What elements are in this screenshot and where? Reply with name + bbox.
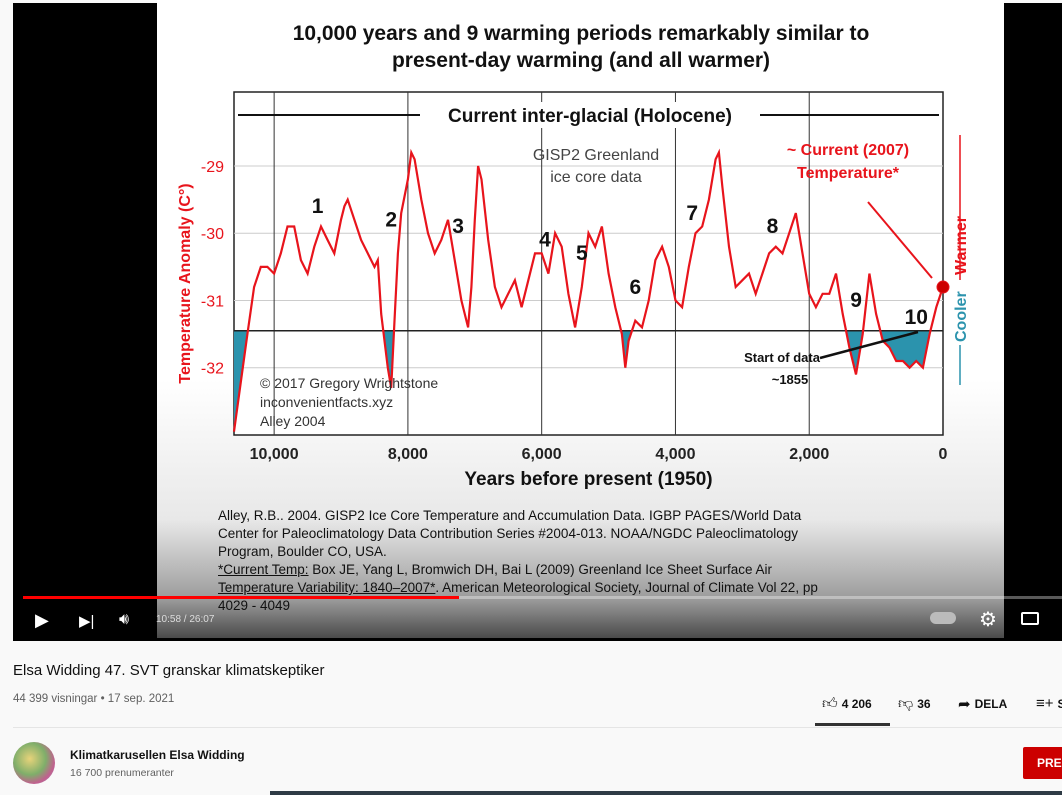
like-count: 4 206 bbox=[841, 697, 872, 711]
share-button[interactable]: ➦ DELA bbox=[958, 695, 1007, 713]
settings-gear-icon[interactable]: ⚙ bbox=[979, 609, 997, 631]
reference-line: Center for Paleoclimatology Data Contrib… bbox=[218, 526, 799, 541]
y-axis-label: Temperature Anomaly (C°) bbox=[177, 183, 194, 383]
slide-references: Alley, R.B.. 2004. GISP2 Ice Core Temper… bbox=[218, 507, 918, 615]
start-of-data-label: ~1855 bbox=[772, 372, 809, 387]
progress-played[interactable] bbox=[23, 596, 460, 599]
divider bbox=[13, 727, 1062, 728]
span-label-bg bbox=[420, 102, 760, 128]
reference-line: Alley, R.B.. 2004. GISP2 Ice Core Temper… bbox=[218, 508, 802, 523]
warming-period-label: 10 bbox=[905, 306, 928, 329]
dislike-button[interactable]: 👎︎ 36 bbox=[898, 695, 931, 713]
x-tick-label: 0 bbox=[939, 446, 948, 463]
warmer-label: Warmer bbox=[953, 216, 970, 275]
play-icon[interactable]: ▶ bbox=[35, 610, 49, 630]
bottom-strip bbox=[270, 791, 1062, 795]
y-tick-label: -32 bbox=[201, 361, 224, 378]
reference-title: Temperature Variability: 1840–2007* bbox=[218, 580, 436, 595]
y-tick-label: -29 bbox=[201, 159, 224, 176]
current-temp-label: Temperature* bbox=[797, 165, 900, 182]
start-of-data-arrow bbox=[819, 330, 919, 360]
source-label: GISP2 Greenland bbox=[533, 147, 659, 164]
cooler-label: Cooler bbox=[953, 291, 970, 342]
like-ratio-bar bbox=[815, 723, 890, 726]
miniplayer-icon[interactable] bbox=[1021, 612, 1039, 625]
save-label: S bbox=[1057, 696, 1062, 711]
warming-period-label: 5 bbox=[576, 242, 588, 265]
current-temp-pointer-arrow bbox=[867, 201, 933, 279]
reference-label: *Current Temp: bbox=[218, 562, 309, 577]
y-tick-label: -31 bbox=[201, 293, 224, 310]
temperature-series-line bbox=[232, 148, 945, 432]
video-meta: 44 399 visningar • 17 sep. 2021 bbox=[13, 693, 175, 705]
plot-area bbox=[233, 91, 944, 436]
volume-icon[interactable]: 🔊︎ bbox=[119, 611, 130, 628]
like-button[interactable]: 👍︎ 4 206 bbox=[822, 695, 872, 713]
progress-bar[interactable] bbox=[23, 596, 1062, 599]
slide-title-line2: present-day warming (and all warmer) bbox=[392, 49, 770, 72]
warming-period-label: 9 bbox=[850, 289, 862, 312]
subscriber-count: 16 700 prenumeranter bbox=[70, 767, 174, 779]
warming-period-label: 2 bbox=[385, 209, 397, 232]
copyright-label: Alley 2004 bbox=[260, 413, 326, 429]
copyright-label: inconvenientfacts.xyz bbox=[260, 394, 393, 410]
video-title: Elsa Widding 47. SVT granskar klimatskep… bbox=[13, 662, 325, 679]
reference-line: 4029 - 4049 bbox=[218, 598, 291, 613]
autoplay-toggle-icon[interactable] bbox=[930, 612, 956, 624]
x-tick-label: 4,000 bbox=[655, 446, 695, 463]
warming-period-label: 8 bbox=[767, 215, 779, 238]
x-tick-label: 6,000 bbox=[522, 446, 562, 463]
reference-line: Program, Boulder CO, USA. bbox=[218, 544, 387, 559]
source-label: ice core data bbox=[550, 169, 642, 186]
channel-avatar[interactable] bbox=[13, 742, 55, 784]
x-tick-label: 10,000 bbox=[250, 446, 299, 463]
warming-period-label: 3 bbox=[452, 215, 464, 238]
playlist-add-icon: ≡+ bbox=[1036, 695, 1054, 712]
subscribe-button[interactable]: PRE bbox=[1023, 747, 1062, 779]
save-button[interactable]: ≡+ S bbox=[1036, 695, 1062, 712]
copyright-label: © 2017 Gregory Wrightstone bbox=[260, 375, 438, 391]
dislike-count: 36 bbox=[917, 697, 931, 711]
y-tick-label: -30 bbox=[201, 226, 224, 243]
share-label: DELA bbox=[974, 697, 1008, 711]
warming-period-label: 1 bbox=[312, 195, 324, 218]
x-tick-label: 8,000 bbox=[388, 446, 428, 463]
player-controls: ▶ ▶| 🔊︎ 10:58 / 26:07 ⚙ bbox=[13, 596, 1062, 641]
x-tick-label: 2,000 bbox=[789, 446, 829, 463]
slide-title-line1: 10,000 years and 9 warming periods remar… bbox=[293, 22, 870, 45]
warming-period-label: 4 bbox=[539, 229, 551, 252]
channel-name[interactable]: Klimatkarusellen Elsa Widding bbox=[70, 748, 245, 762]
time-display: 10:58 / 26:07 bbox=[156, 614, 215, 625]
warming-period-label: 7 bbox=[686, 202, 698, 225]
share-icon: ➦ bbox=[958, 696, 971, 713]
next-icon[interactable]: ▶| bbox=[79, 613, 95, 630]
x-axis-label: Years before present (1950) bbox=[464, 469, 712, 490]
start-of-data-label: Start of data bbox=[744, 350, 821, 365]
current-temperature-point bbox=[936, 280, 950, 294]
current-temp-label: ~ Current (2007) bbox=[787, 142, 909, 159]
reference-line: Box JE, Yang L, Bromwich DH, Bai L (2009… bbox=[308, 562, 773, 577]
warming-period-label: 6 bbox=[629, 276, 641, 299]
holocene-label: Current inter-glacial (Holocene) bbox=[448, 106, 732, 127]
thumbs-up-icon: 👍︎ bbox=[822, 695, 838, 712]
thumbs-down-icon: 👎︎ bbox=[898, 695, 914, 712]
reference-line: . American Meteorological Society, Journ… bbox=[435, 580, 818, 595]
